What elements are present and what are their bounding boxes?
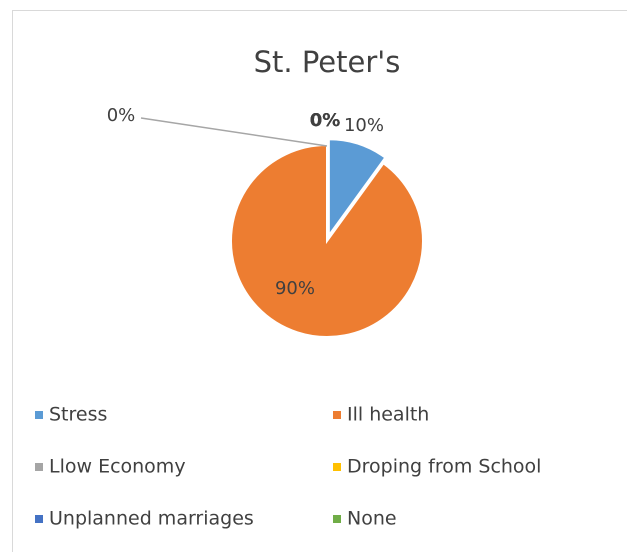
legend-swatch (35, 515, 43, 523)
data-label: 0% (310, 110, 341, 131)
legend-swatch (333, 411, 341, 419)
legend-label: None (347, 508, 397, 530)
data-label: 0% (310, 110, 341, 131)
legend-label: Ill health (347, 404, 429, 426)
legend-label: Stress (49, 404, 107, 426)
legend-label: Droping from School (347, 456, 541, 478)
data-label: 0% (310, 110, 341, 131)
data-label: 0% (107, 105, 136, 126)
data-label: 90% (275, 278, 315, 299)
chart-title: St. Peter's (254, 45, 401, 79)
leader-line (140, 117, 328, 147)
legend-label: Unplanned marriages (49, 508, 254, 530)
legend-swatch (333, 515, 341, 523)
legend-swatch (333, 463, 341, 471)
legend-swatch (35, 411, 43, 419)
legend-swatch (35, 463, 43, 471)
data-label: 10% (344, 115, 384, 136)
legend-label: Llow Economy (49, 456, 186, 478)
pie-slice (327, 138, 387, 239)
